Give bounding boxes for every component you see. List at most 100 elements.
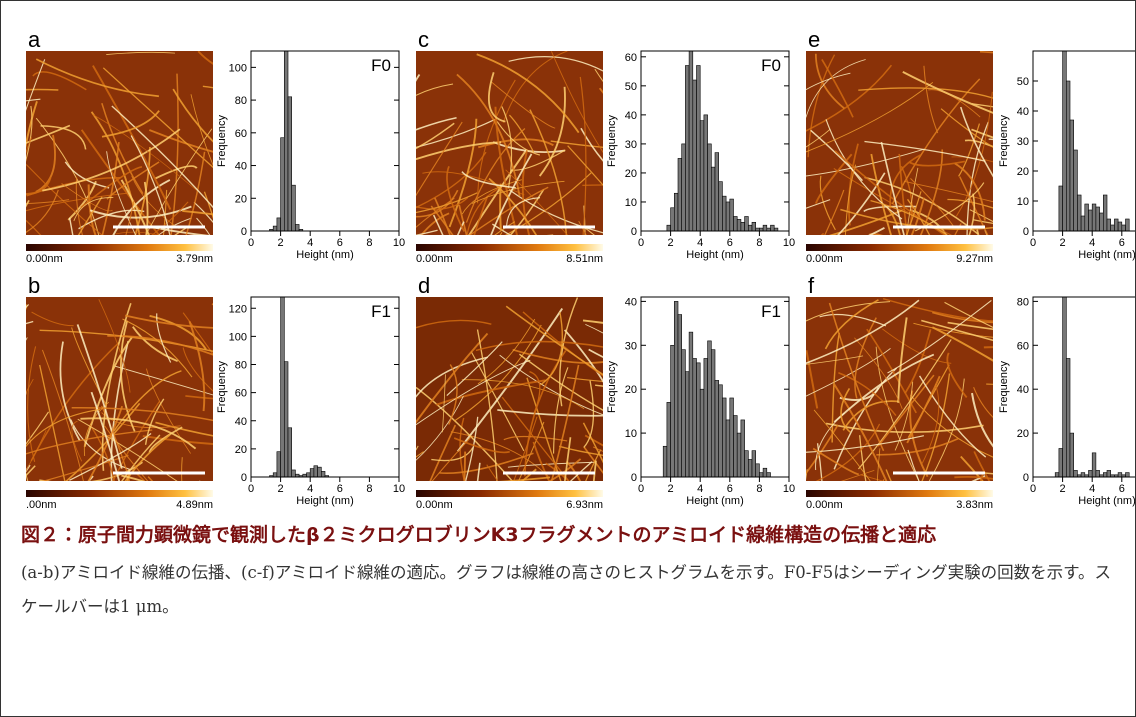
histogram-bar: [1092, 204, 1096, 231]
x-axis-title: Height (nm): [1078, 249, 1135, 261]
histogram-bar: [1118, 473, 1122, 477]
x-tick-label: 4: [307, 237, 313, 249]
histogram-bar: [708, 144, 712, 231]
x-tick-label: 2: [1060, 483, 1066, 495]
histogram-bar: [711, 350, 715, 477]
x-tick-label: 4: [697, 237, 703, 249]
histogram-bar: [752, 222, 756, 231]
x-tick-label: 2: [668, 483, 674, 495]
y-axis-title: Frequency: [998, 361, 1010, 413]
x-axis-title: Height (nm): [296, 495, 353, 507]
y-tick-label: 50: [625, 81, 637, 93]
color-bar-min: 0.00nm: [26, 253, 63, 265]
histogram-bar: [1107, 219, 1111, 231]
x-tick-label: 0: [638, 237, 644, 249]
panel-letter: e: [808, 27, 820, 52]
color-bar-max: 4.89nm: [176, 499, 213, 511]
histogram-bar: [693, 358, 697, 477]
histogram-bar: [745, 216, 749, 231]
x-tick-label: 8: [366, 483, 372, 495]
plot-frame: [251, 51, 399, 231]
x-tick-label: 6: [1119, 483, 1125, 495]
fibril: [980, 52, 1100, 66]
histogram-bar: [700, 121, 704, 231]
y-tick-label: 10: [625, 428, 637, 440]
caption-body: (a-b)アミロイド線維の伝播、(c-f)アミロイド線維の適応。グラフは線維の高…: [21, 556, 1121, 624]
y-tick-label: 40: [235, 416, 247, 428]
histogram-bar: [674, 193, 678, 231]
color-bar: [416, 244, 603, 251]
x-tick-label: 2: [278, 237, 284, 249]
histogram-bar: [1070, 433, 1074, 477]
histogram-bar: [689, 332, 693, 477]
histogram-bar: [693, 80, 697, 231]
x-tick-label: 4: [697, 483, 703, 495]
panel-letter: d: [418, 273, 430, 298]
histogram-bar: [1074, 150, 1078, 231]
afm-image: [1, 297, 298, 511]
histogram-bar: [722, 398, 726, 477]
y-tick-label: 100: [229, 62, 247, 74]
x-axis-title: Height (nm): [686, 495, 743, 507]
figure-panels: a0.00nm3.79nm0204060801000246810Height (…: [1, 1, 1135, 511]
histogram-bar: [1103, 195, 1107, 231]
fibril: [78, 228, 186, 306]
figure: a0.00nm3.79nm0204060801000246810Height (…: [0, 0, 1136, 717]
y-axis-title: Frequency: [998, 115, 1010, 167]
y-tick-label: 0: [631, 472, 637, 484]
histogram-bar: [288, 97, 292, 231]
histogram-bar: [730, 398, 734, 477]
color-bar: [26, 490, 213, 497]
histogram-bar: [689, 51, 693, 231]
fibril: [351, 452, 424, 511]
histogram-bar: [314, 466, 318, 477]
histogram-bar: [1055, 473, 1059, 477]
histogram-bar: [748, 459, 752, 477]
histogram-bar: [307, 473, 311, 477]
histogram-bar: [1089, 470, 1093, 477]
histogram-bar: [704, 358, 708, 477]
histogram-bar: [737, 433, 741, 477]
histogram-bar: [1096, 207, 1100, 231]
histogram-bar: [277, 218, 281, 231]
histogram-bar: [748, 225, 752, 231]
y-axis-title: Frequency: [606, 361, 618, 413]
histogram-bar: [1096, 470, 1100, 477]
histogram-bar: [719, 385, 723, 477]
histogram-bar: [1063, 51, 1067, 231]
x-tick-label: 8: [756, 483, 762, 495]
plot-frame: [1033, 51, 1135, 231]
histogram-bar: [678, 158, 682, 231]
histogram-bar: [667, 225, 671, 231]
x-tick-label: 8: [756, 237, 762, 249]
plot-frame: [1033, 297, 1135, 477]
x-tick-label: 10: [393, 237, 405, 249]
y-tick-label: 60: [235, 388, 247, 400]
histogram-bar: [708, 341, 712, 477]
y-tick-label: 40: [625, 110, 637, 122]
color-bar-min: .00nm: [26, 499, 57, 511]
histogram-bar: [745, 451, 749, 477]
fibril: [972, 104, 1132, 129]
y-tick-label: 80: [1017, 296, 1029, 308]
panel-letter: c: [418, 27, 429, 52]
chart-title: F0: [371, 56, 391, 75]
histogram-bar: [734, 216, 738, 231]
y-tick-label: 10: [625, 197, 637, 209]
color-bar-max: 3.79nm: [176, 253, 213, 265]
histogram-bar: [671, 208, 675, 231]
y-tick-label: 30: [625, 340, 637, 352]
histogram-bar: [667, 402, 671, 477]
histogram-bar: [273, 226, 277, 231]
y-tick-label: 40: [235, 161, 247, 173]
x-tick-label: 2: [278, 483, 284, 495]
x-axis-title: Height (nm): [296, 249, 353, 261]
histogram-bar: [671, 345, 675, 477]
y-axis-title: Frequency: [216, 361, 228, 413]
histogram-bar: [752, 451, 756, 477]
fibril: [486, 235, 553, 237]
histogram-bar: [726, 420, 730, 477]
histogram-bar: [318, 467, 322, 477]
histogram-bar: [1063, 297, 1067, 477]
histogram-bar: [1111, 225, 1115, 231]
